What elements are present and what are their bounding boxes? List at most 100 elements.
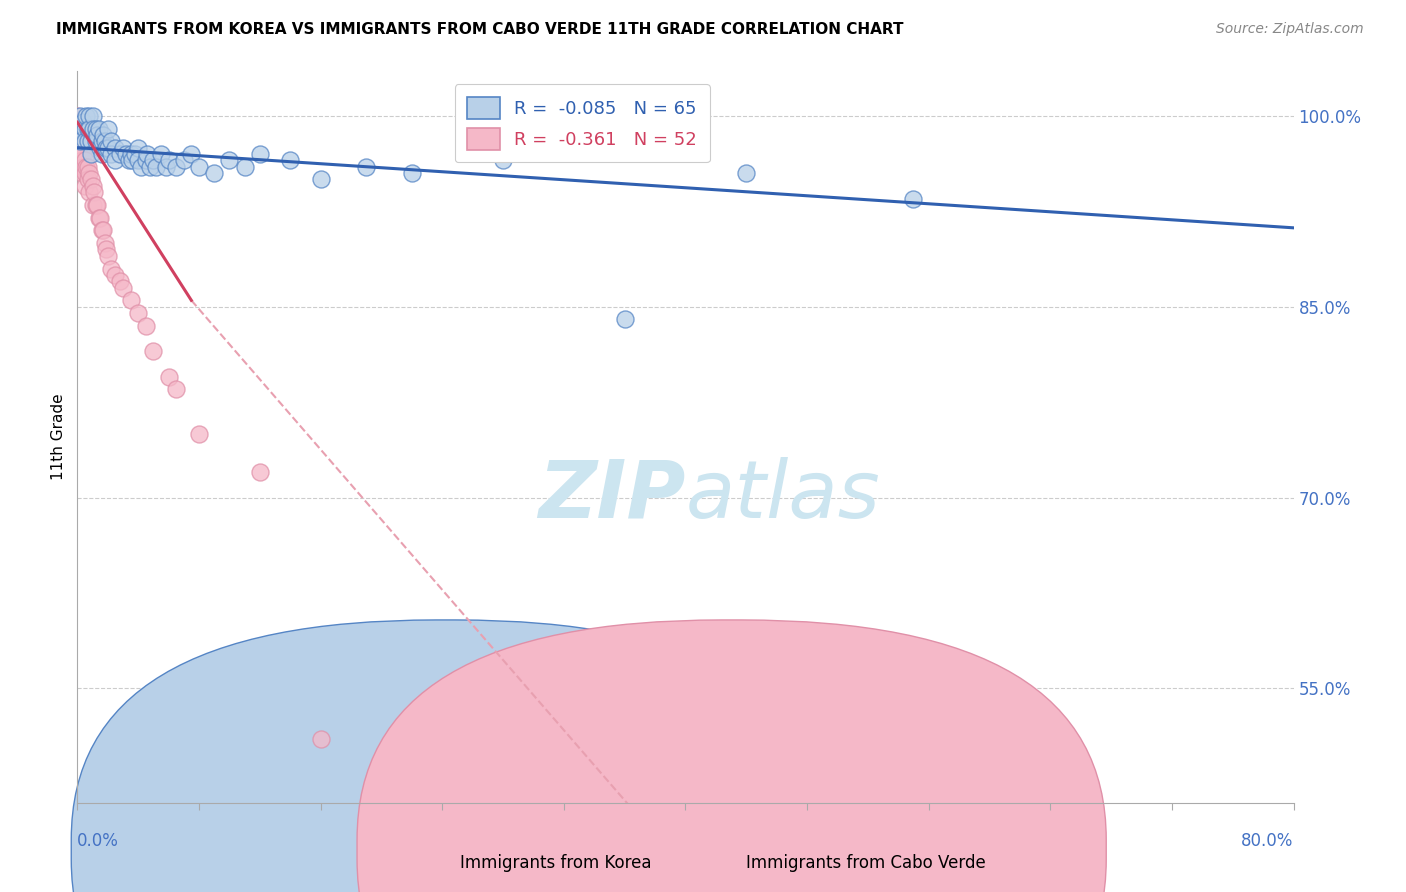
Point: [139, 160, 162, 174]
Point: [72, 160, 94, 174]
Point: [84, 198, 107, 212]
Point: [104, 141, 127, 155]
Point: [309, 732, 332, 747]
Point: [118, 153, 141, 168]
Point: [70, 141, 93, 155]
Y-axis label: 11th Grade: 11th Grade: [51, 393, 66, 481]
Point: [401, 166, 423, 180]
Point: [66, 121, 89, 136]
Point: [86, 198, 108, 212]
Point: [188, 160, 211, 174]
Point: [80, 134, 103, 148]
Point: [73, 153, 96, 168]
Point: [96, 141, 118, 155]
Point: [129, 160, 152, 174]
Point: [67, 134, 90, 148]
Point: [111, 141, 134, 155]
Point: [249, 147, 271, 161]
Point: [69, 109, 91, 123]
Point: [67, 160, 90, 174]
Point: [165, 383, 187, 397]
Point: [613, 312, 636, 326]
Point: [127, 306, 149, 320]
Point: [91, 223, 114, 237]
Point: [120, 147, 142, 161]
Point: [84, 134, 107, 148]
Legend: R =  -0.085   N = 65, R =  -0.361   N = 52: R = -0.085 N = 65, R = -0.361 N = 52: [454, 84, 710, 162]
Point: [90, 134, 112, 148]
Point: [108, 274, 131, 288]
Point: [218, 153, 240, 168]
Point: [115, 147, 138, 161]
Point: [100, 147, 122, 161]
Point: [77, 134, 100, 148]
Point: [73, 178, 96, 193]
Point: [903, 192, 925, 206]
Point: [96, 243, 118, 257]
Point: [278, 153, 301, 168]
Point: [67, 121, 90, 136]
Point: [100, 261, 122, 276]
Point: [87, 211, 110, 225]
Point: [111, 280, 134, 294]
Point: [80, 147, 103, 161]
Point: [82, 121, 104, 136]
Point: [157, 153, 180, 168]
Point: [90, 147, 112, 161]
Point: [120, 293, 142, 308]
Point: [75, 109, 97, 123]
Point: [69, 147, 91, 161]
Text: Source: ZipAtlas.com: Source: ZipAtlas.com: [1216, 22, 1364, 37]
Point: [86, 128, 108, 142]
Point: [121, 153, 143, 168]
Point: [66, 134, 89, 148]
Point: [735, 166, 758, 180]
Point: [69, 134, 91, 148]
Point: [79, 109, 101, 123]
Point: [135, 318, 157, 333]
Point: [93, 134, 115, 148]
Point: [66, 128, 89, 142]
Point: [79, 185, 101, 199]
Point: [66, 109, 89, 123]
Point: [82, 198, 104, 212]
Point: [233, 160, 256, 174]
Point: [202, 166, 225, 180]
Point: [309, 172, 332, 186]
Point: [70, 153, 93, 168]
Point: [108, 147, 131, 161]
Point: [79, 166, 101, 180]
Point: [87, 121, 110, 136]
Text: atlas: atlas: [686, 457, 880, 534]
Text: 0.0%: 0.0%: [77, 832, 120, 850]
Point: [82, 109, 104, 123]
Text: Immigrants from Korea: Immigrants from Korea: [460, 854, 652, 872]
Point: [180, 147, 202, 161]
FancyBboxPatch shape: [72, 620, 821, 892]
Point: [70, 166, 93, 180]
Point: [142, 344, 165, 359]
Point: [80, 172, 103, 186]
Text: Immigrants from Cabo Verde: Immigrants from Cabo Verde: [747, 854, 986, 872]
Point: [165, 160, 187, 174]
Point: [149, 147, 172, 161]
Text: 80.0%: 80.0%: [1241, 832, 1294, 850]
Point: [100, 134, 122, 148]
Point: [97, 121, 120, 136]
Point: [77, 121, 100, 136]
Point: [127, 153, 149, 168]
FancyBboxPatch shape: [357, 620, 1107, 892]
Point: [75, 160, 97, 174]
Point: [93, 236, 115, 251]
Point: [72, 115, 94, 129]
Point: [83, 185, 105, 199]
Point: [73, 166, 96, 180]
Point: [188, 426, 211, 441]
Point: [69, 121, 91, 136]
Point: [66, 141, 89, 155]
Point: [82, 178, 104, 193]
Point: [90, 223, 112, 237]
Point: [69, 128, 91, 142]
Text: IMMIGRANTS FROM KOREA VS IMMIGRANTS FROM CABO VERDE 11TH GRADE CORRELATION CHART: IMMIGRANTS FROM KOREA VS IMMIGRANTS FROM…: [56, 22, 904, 37]
Point: [127, 141, 149, 155]
